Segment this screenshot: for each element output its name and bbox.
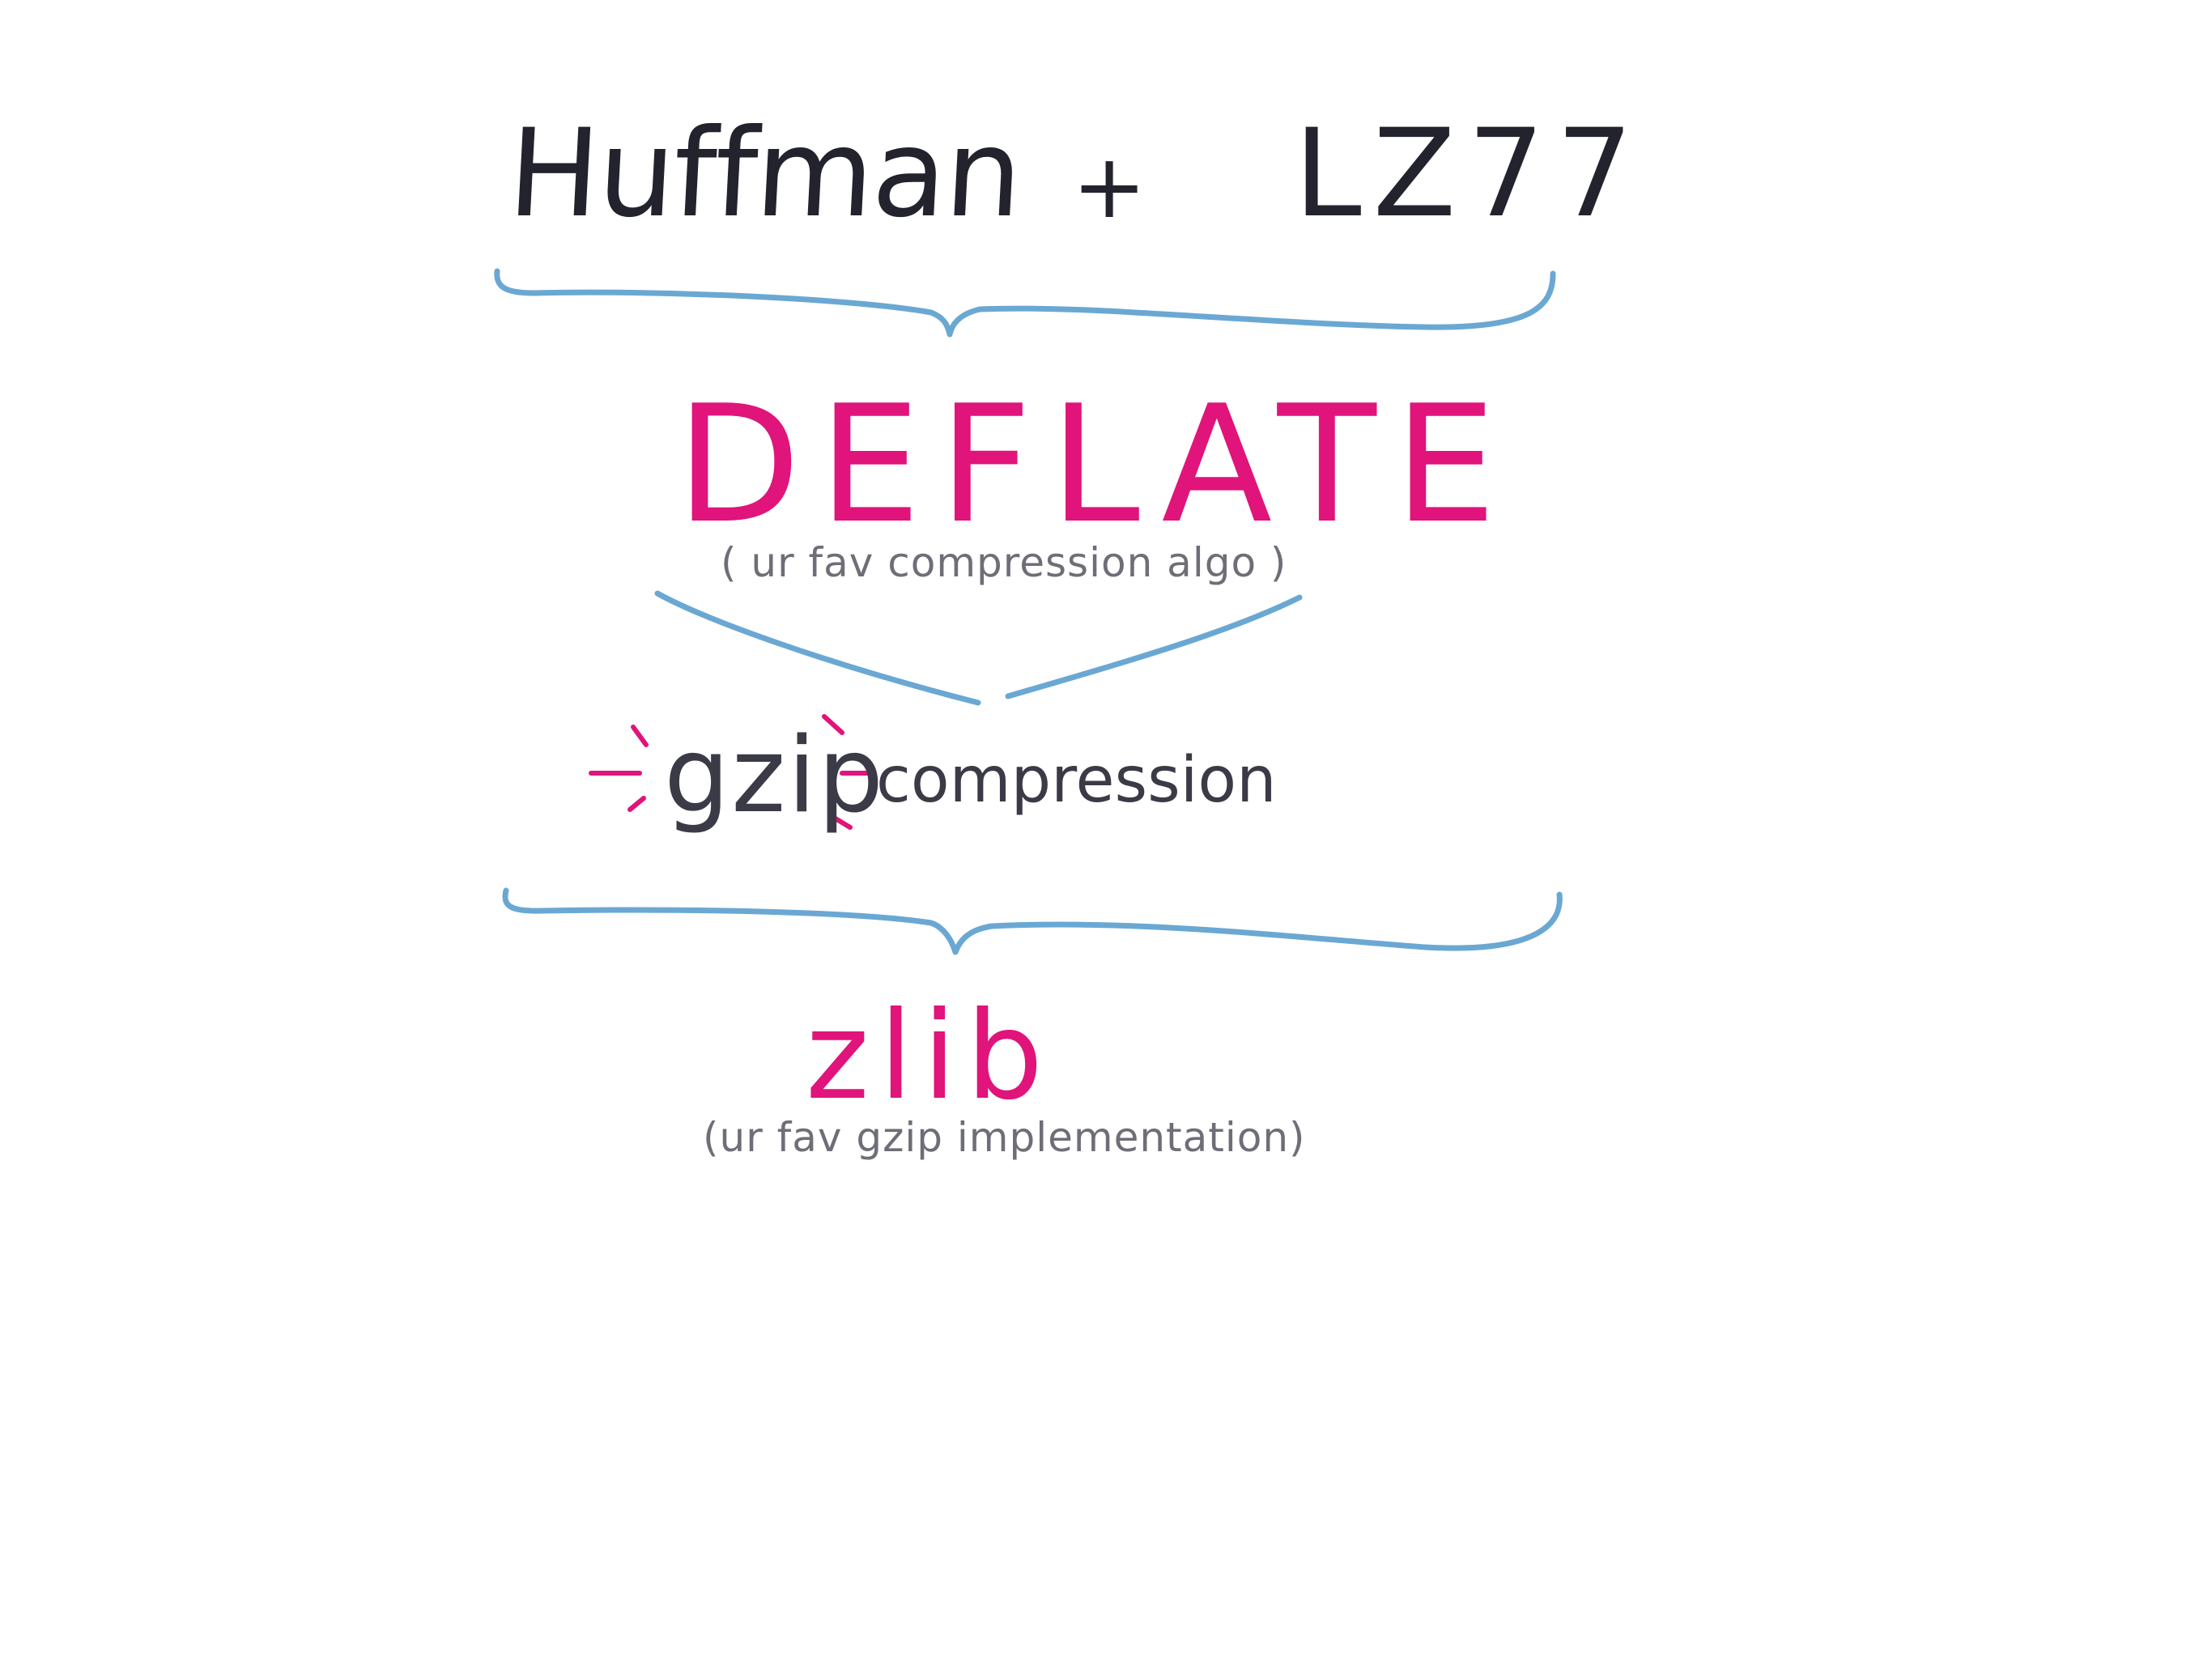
gzip-label: gzip <box>664 716 886 836</box>
lz77-label: LZ77 <box>1294 104 1645 244</box>
funnel-right-stroke <box>1005 594 1303 699</box>
deflate-note: ( ur fav compression algo ) <box>721 539 1287 586</box>
bottom-brace <box>502 887 1563 955</box>
funnel-left-stroke <box>654 590 981 706</box>
sparkle-rays <box>589 714 875 830</box>
huffman-label: Huffman <box>504 104 1025 244</box>
plus-operator: + <box>1072 134 1147 238</box>
zlib-title: zlib <box>806 986 1053 1127</box>
top-brace <box>494 268 1556 338</box>
zlib-note: (ur fav gzip implementation) <box>703 1114 1306 1161</box>
deflate-title: DEFLATE <box>676 371 1515 559</box>
gzip-suffix: compression <box>876 744 1277 817</box>
